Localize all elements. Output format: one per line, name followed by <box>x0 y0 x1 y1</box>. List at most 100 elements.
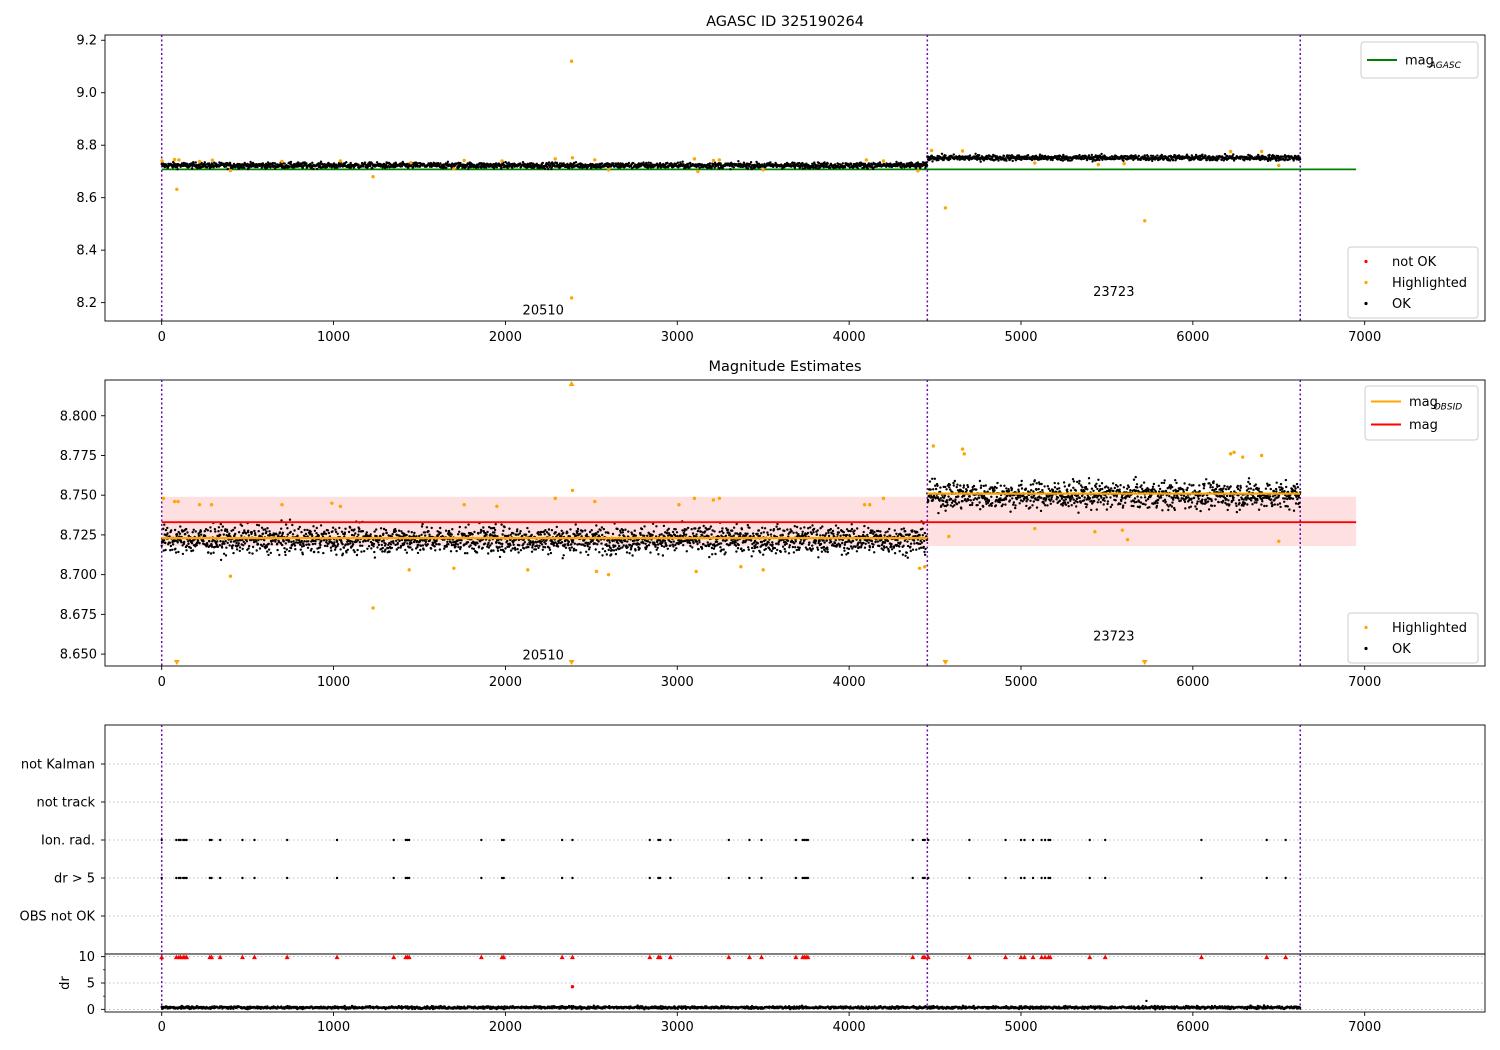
ok-point <box>487 546 491 549</box>
ok-point <box>569 528 572 531</box>
ok-point <box>425 526 429 529</box>
ok-point <box>544 542 547 545</box>
ok-point <box>620 541 624 544</box>
ok-point <box>335 553 338 556</box>
ok-point <box>397 546 400 549</box>
ok-point <box>435 539 438 543</box>
ok-point <box>291 533 295 536</box>
ok-point <box>219 533 222 537</box>
ok-point <box>588 530 592 534</box>
highlighted-point <box>1228 149 1233 154</box>
ok-point <box>722 548 725 551</box>
ok-point <box>363 550 366 553</box>
ok-point <box>790 529 793 533</box>
ok-point <box>451 528 454 531</box>
y-tick-label: 8.6 <box>76 191 97 206</box>
ok-point <box>811 524 814 527</box>
ok-point <box>309 530 312 533</box>
ok-point <box>314 539 317 543</box>
legend-label: Highlighted <box>1392 276 1467 291</box>
ok-point <box>317 551 320 554</box>
ok-point <box>740 547 743 550</box>
ok-point <box>492 549 495 552</box>
ok-point <box>385 531 388 535</box>
ok-point <box>679 161 682 164</box>
ok-point <box>801 530 804 533</box>
ok-point <box>681 160 684 163</box>
ok-point <box>226 530 229 533</box>
ok-point <box>267 542 270 545</box>
ok-point <box>506 539 509 543</box>
ok-point <box>222 162 225 165</box>
ok-point <box>298 538 301 542</box>
ok-point <box>196 539 200 542</box>
ok-point <box>786 528 789 531</box>
ok-point <box>318 546 322 549</box>
ok-point <box>674 528 677 531</box>
ok-point <box>326 529 330 532</box>
ok-point <box>332 162 336 165</box>
ok-point <box>545 165 549 169</box>
ok-point <box>974 152 977 155</box>
ok-point <box>594 548 597 551</box>
ok-point <box>730 161 733 164</box>
ok-point <box>430 526 433 530</box>
y-tick-label: 8.8 <box>76 139 97 154</box>
ok-point <box>756 542 760 545</box>
ok-point <box>219 522 222 526</box>
ok-point <box>185 549 188 552</box>
ok-point <box>514 548 517 551</box>
ok-point <box>284 542 287 545</box>
highlighted-point <box>570 156 575 160</box>
ok-point <box>547 528 551 531</box>
x-tick-label: 1000 <box>317 675 350 690</box>
ok-point <box>620 539 623 542</box>
ok-point <box>752 550 755 553</box>
axes-frame <box>104 34 1486 322</box>
ok-point <box>940 152 944 155</box>
ok-point <box>502 529 505 532</box>
ok-point <box>225 546 228 549</box>
ok-point <box>367 545 371 548</box>
ok-point <box>760 532 763 535</box>
ok-point <box>472 547 476 551</box>
legend-label: OK <box>1392 297 1411 312</box>
ok-point <box>258 547 262 550</box>
ok-point <box>643 525 646 528</box>
ok-point <box>552 544 556 547</box>
ok-point <box>365 531 368 534</box>
highlighted-point <box>761 168 765 172</box>
ok-point <box>713 530 716 533</box>
ok-point <box>808 541 811 544</box>
ok-point <box>669 544 672 547</box>
ok-point <box>269 551 272 555</box>
ok-point <box>299 548 302 551</box>
ok-point <box>490 542 493 545</box>
ok-point <box>1002 154 1006 158</box>
ok-point <box>255 540 258 543</box>
ok-point <box>719 546 722 549</box>
ok-point <box>781 534 784 537</box>
ok-point <box>503 550 506 554</box>
ok-point <box>610 553 613 556</box>
ok-point <box>686 526 690 530</box>
ok-point <box>792 531 795 534</box>
ok-point <box>679 534 682 537</box>
ok-point <box>500 545 504 548</box>
ok-point <box>198 542 201 545</box>
ok-point <box>783 547 786 551</box>
ok-point <box>363 161 367 164</box>
ok-point <box>524 533 528 536</box>
ok-point <box>221 525 224 528</box>
ok-point <box>769 528 772 532</box>
x-tick-label: 3000 <box>661 330 694 345</box>
ok-point <box>595 532 598 536</box>
highlighted-point <box>569 59 574 63</box>
ok-point <box>206 543 209 547</box>
ok-point <box>633 529 636 532</box>
ok-point <box>266 527 269 530</box>
ok-point <box>501 542 504 546</box>
highlighted-point <box>1033 161 1037 165</box>
ok-point <box>486 530 489 534</box>
ok-point <box>354 532 357 535</box>
